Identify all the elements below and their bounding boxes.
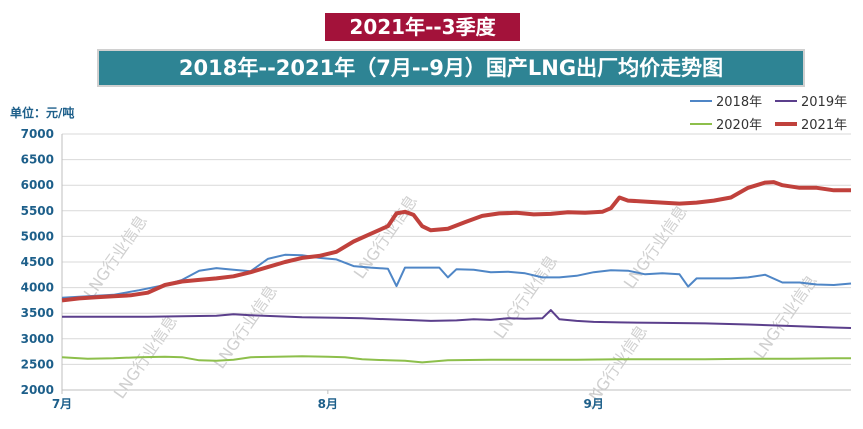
watermark-text: LNG行业信息 <box>620 202 691 293</box>
y-axis-ticks: 7000 6500 6000 5500 5000 4500 4000 3500 3000 2500… <box>21 127 54 397</box>
y-tick-label: 5500 <box>21 204 54 218</box>
y-axis-unit-label: 单位：元/吨 <box>10 106 75 120</box>
chart-legend: 2018年 2019年 2020年 2021年 <box>690 95 847 133</box>
x-axis-ticks: 7月 8月 9月 <box>52 390 604 411</box>
series-line-2018年 <box>61 253 852 299</box>
y-tick-label: 4000 <box>21 281 54 295</box>
watermark-layer: LNG行业信息LNG行业信息LNG行业信息LNG行业信息LNG行业信息LNG行业… <box>80 192 821 413</box>
y-tick-label: 2500 <box>21 357 54 371</box>
grid-lines <box>61 133 851 391</box>
x-tick-label: 7月 <box>52 397 72 411</box>
y-tick-label: 5000 <box>21 229 54 243</box>
y-tick-label: 6000 <box>21 178 54 192</box>
x-tick-label: 8月 <box>318 397 338 411</box>
quarter-badge: 2021年--3季度 <box>325 13 520 41</box>
legend-label: 2018年 <box>716 95 762 110</box>
watermark-text: LNG行业信息 <box>490 252 561 343</box>
y-tick-label: 3000 <box>21 332 54 346</box>
legend-label: 2021年 <box>801 118 847 133</box>
y-tick-label: 2000 <box>21 383 54 397</box>
y-tick-label: 4500 <box>21 255 54 269</box>
watermark-text: LNG行业信息 <box>80 212 151 303</box>
x-tick-label: 9月 <box>584 397 604 411</box>
series-line-2020年 <box>61 355 851 364</box>
series-lines <box>61 180 852 364</box>
legend-label: 2019年 <box>801 95 847 110</box>
series-line-2021年 <box>61 180 851 303</box>
watermark-text: LNG行业信息 <box>750 272 821 363</box>
legend-label: 2020年 <box>716 118 762 133</box>
series-line-2019年 <box>62 309 852 329</box>
y-tick-label: 7000 <box>21 127 54 141</box>
y-tick-label: 3500 <box>21 306 54 320</box>
chart-title-banner: 2018年--2021年（7月--9月）国产LNG出厂均价走势图 <box>97 49 805 87</box>
y-tick-label: 6500 <box>21 153 54 167</box>
